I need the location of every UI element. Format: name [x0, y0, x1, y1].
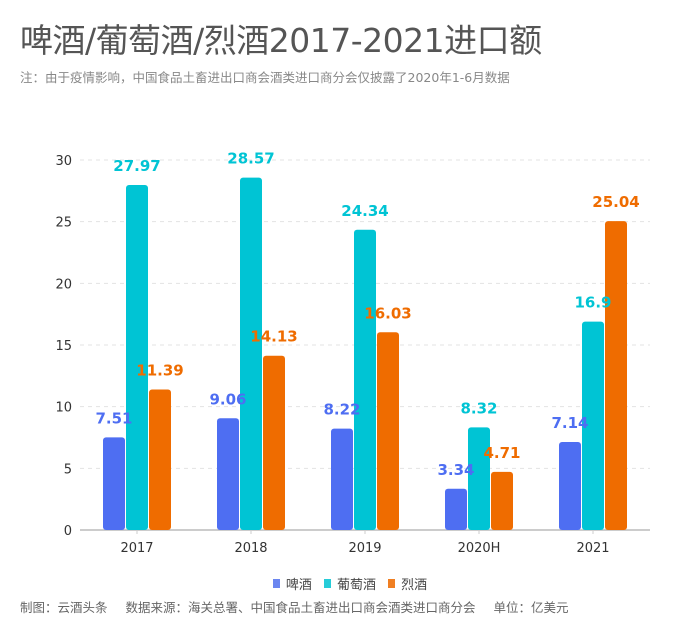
data-label: 7.14: [551, 414, 588, 432]
y-tick-label: 25: [55, 216, 72, 231]
footer-unit: 单位：亿美元: [493, 600, 569, 615]
legend-swatch-beer: [272, 579, 280, 588]
y-tick-label: 10: [55, 401, 72, 416]
data-label: 8.32: [460, 399, 497, 417]
legend-label-beer: 啤酒: [285, 578, 312, 593]
legend-swatch-wine: [323, 579, 331, 588]
footer: 制图：云酒头条 数据来源：海关总署、中国食品土畜进出口商会酒类进口商分会 单位：…: [20, 597, 583, 616]
y-tick-label: 20: [55, 277, 72, 292]
legend-swatch-spirits: [388, 579, 396, 588]
bar-1-2020H: [468, 427, 490, 530]
x-tick-label: 2018: [234, 541, 267, 556]
data-label: 7.51: [95, 409, 132, 427]
chart-subtitle: 注：由于疫情影响，中国食品土畜进出口商会酒类进口商分会仅披露了2020年1-6月…: [20, 70, 510, 85]
y-tick-label: 30: [55, 154, 72, 169]
legend-label-wine: 葡萄酒: [336, 578, 376, 593]
bar-0-2017: [103, 437, 125, 530]
data-label: 4.71: [483, 444, 520, 462]
bar-chart: 0 5 10 15 20 25 30 2017 2018 2019 2020H 2021 7.51 2…: [55, 150, 650, 556]
data-label: 27.97: [113, 157, 160, 175]
legend: 啤酒 葡萄酒 烈酒: [0, 574, 700, 593]
bars: [103, 177, 627, 531]
data-label: 16.03: [364, 304, 411, 322]
data-label: 16.9: [574, 294, 611, 312]
data-label: 8.22: [323, 401, 360, 419]
y-axis: 0 5 10 15 20 25 30: [55, 154, 72, 539]
x-tick-label: 2017: [120, 541, 153, 556]
bar-2-2020H: [491, 471, 513, 530]
bar-0-2021: [559, 441, 581, 530]
data-label: 28.57: [227, 150, 274, 168]
y-tick-label: 15: [55, 339, 72, 354]
x-tick-label: 2021: [576, 541, 609, 556]
legend-label-spirits: 烈酒: [401, 578, 428, 593]
x-tick-label: 2019: [348, 541, 381, 556]
bar-0-2019: [331, 428, 353, 530]
footer-source: 数据来源：海关总署、中国食品土畜进出口商会酒类进口商分会: [125, 600, 476, 615]
data-label: 14.13: [250, 328, 297, 346]
data-label: 11.39: [136, 362, 183, 380]
legend-item-beer[interactable]: 啤酒: [272, 574, 312, 593]
chart-title: 啤酒/葡萄酒/烈酒2017-2021进口额: [20, 21, 542, 60]
y-tick-label: 0: [64, 524, 72, 539]
data-labels: 7.51 27.97 11.39 9.06 28.57 14.13 8.22 24.34 16.…: [95, 150, 639, 479]
bar-2-2017: [149, 389, 171, 530]
bar-2-2018: [263, 355, 285, 530]
legend-item-spirits[interactable]: 烈酒: [388, 574, 427, 593]
x-axis: 2017 2018 2019 2020H 2021: [80, 529, 650, 556]
bar-2-2019: [377, 332, 399, 530]
legend-item-wine[interactable]: 葡萄酒: [323, 574, 376, 593]
bar-2-2021: [605, 221, 627, 530]
data-label: 25.04: [592, 193, 639, 211]
bar-1-2017: [126, 185, 148, 530]
bar-0-2018: [217, 418, 239, 530]
data-label: 9.06: [209, 390, 246, 408]
data-label: 24.34: [341, 202, 388, 220]
bar-1-2018: [240, 177, 262, 531]
x-tick-label: 2020H: [458, 541, 501, 556]
data-label: 3.34: [437, 461, 474, 479]
footer-credit: 制图：云酒头条: [20, 600, 108, 615]
bar-1-2021: [582, 321, 604, 530]
gridlines: [80, 159, 650, 469]
bar-0-2020H: [445, 488, 467, 530]
y-tick-label: 5: [64, 462, 72, 477]
bar-1-2019: [354, 229, 376, 530]
